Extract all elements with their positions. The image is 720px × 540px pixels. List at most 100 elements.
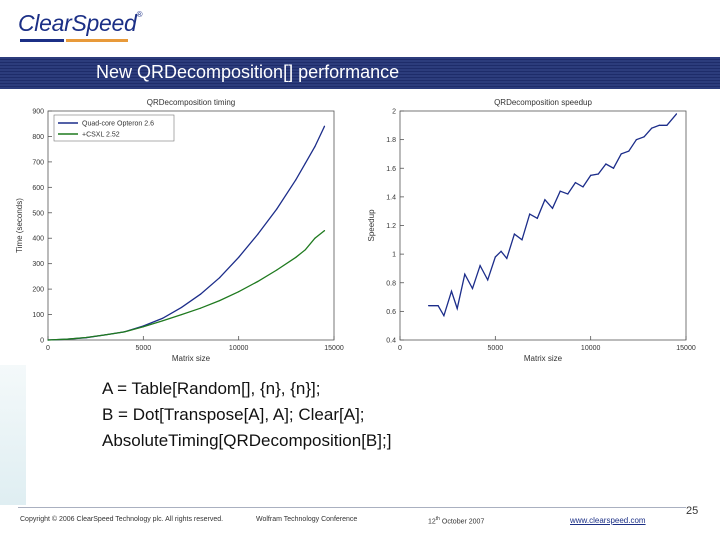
code-line: AbsoluteTiming[QRDecomposition[B];] <box>102 431 392 450</box>
data-point <box>238 256 240 258</box>
data-point <box>513 233 516 235</box>
data-point <box>582 186 584 188</box>
data-point <box>479 264 481 267</box>
code-line: A = Table[Random[], {n}, {n}]; <box>102 379 321 398</box>
data-point <box>574 181 577 184</box>
data-point <box>295 179 297 181</box>
data-point <box>506 257 508 260</box>
data-point <box>142 326 144 328</box>
data-point <box>161 320 163 322</box>
data-point <box>443 315 445 317</box>
data-point <box>304 162 306 164</box>
data-point <box>597 173 599 175</box>
series-line <box>47 230 325 341</box>
chart-title: QRDecomposition timing <box>147 98 235 107</box>
date-suffix: th <box>435 516 440 522</box>
plot-frame <box>399 110 687 341</box>
y-tick-label: 0 <box>40 338 44 345</box>
x-tick-label: 0 <box>398 345 402 352</box>
y-tick-label: 500 <box>32 210 44 217</box>
data-point <box>559 190 561 192</box>
data-point <box>464 273 466 275</box>
plot-frame <box>47 110 335 341</box>
decorative-side-gradient <box>0 365 26 505</box>
slide-title: New QRDecomposition[] performance <box>96 62 400 82</box>
data-point <box>180 306 183 309</box>
footer-url-link[interactable]: www.clearspeed.com <box>570 516 646 525</box>
y-axis-label: Time (seconds) <box>15 198 24 253</box>
data-point <box>104 334 106 336</box>
logo-underline-orange <box>66 39 128 42</box>
footer-divider <box>18 507 686 508</box>
timing-chart: QRDecomposition timing 0 5000 10000 15000 0 10… <box>15 98 344 363</box>
x-tick-label: 0 <box>46 345 50 352</box>
registered-mark: ® <box>136 10 143 19</box>
data-point <box>428 305 430 307</box>
y-tick-label: 1 <box>392 252 396 259</box>
y-tick-label: 100 <box>32 312 44 319</box>
speedup-chart: QRDecomposition speedup 0 5000 10000 15000 0.… <box>367 98 696 363</box>
legend-label: Quad-core Opteron 2.6 <box>82 121 154 128</box>
data-point <box>276 269 278 271</box>
y-tick-label: 900 <box>32 109 44 116</box>
logo-text: ClearSpeed® <box>18 10 142 37</box>
data-point <box>238 291 240 293</box>
y-tick-label: 400 <box>32 236 44 243</box>
data-point <box>521 239 523 241</box>
data-point <box>500 250 502 252</box>
data-point <box>605 163 607 165</box>
data-point <box>450 290 453 292</box>
data-point <box>536 217 538 219</box>
x-tick-label: 15000 <box>324 345 344 352</box>
data-point <box>471 287 474 290</box>
data-point <box>257 280 259 283</box>
data-point <box>161 317 163 319</box>
data-point <box>487 279 489 281</box>
y-tick-label: 1.4 <box>386 194 396 201</box>
x-tick-label: 5000 <box>488 345 504 352</box>
footer-conference: Wolfram Technology Conference <box>256 516 358 523</box>
data-point <box>658 124 660 126</box>
data-point <box>628 150 630 152</box>
data-point <box>180 313 183 316</box>
footer-date: 12th October 2007 <box>428 516 484 525</box>
data-point <box>219 299 221 302</box>
data-point <box>276 208 278 210</box>
y-tick-label: 1.2 <box>386 223 396 230</box>
y-tick-label: 800 <box>32 134 44 141</box>
data-point <box>85 336 87 339</box>
data-point <box>123 331 125 333</box>
legend-box <box>53 114 175 142</box>
data-point <box>199 293 202 295</box>
date-rest: October 2007 <box>439 518 485 526</box>
legend-label: +CSXL 2.52 <box>82 132 120 139</box>
data-point <box>590 174 592 177</box>
x-tick-label: 10000 <box>581 345 601 352</box>
data-point <box>323 125 326 127</box>
data-point <box>66 338 68 340</box>
y-tick-label: 2 <box>392 109 396 116</box>
y-tick-label: 0.6 <box>386 309 396 316</box>
data-point <box>643 136 645 138</box>
data-point <box>620 153 622 155</box>
data-point <box>666 124 668 126</box>
data-point <box>323 229 326 232</box>
y-tick-label: 700 <box>32 159 44 166</box>
y-tick-label: 0.8 <box>386 280 396 287</box>
data-point <box>314 237 316 239</box>
y-tick-label: 200 <box>32 287 44 294</box>
logo-wordmark: ClearSpeed <box>18 10 137 36</box>
data-point <box>437 305 439 307</box>
data-point <box>551 207 554 209</box>
y-tick-label: 300 <box>32 261 44 268</box>
page-number: 25 <box>686 505 699 517</box>
x-tick-label: 5000 <box>136 345 152 352</box>
y-tick-label: 1.6 <box>386 166 396 173</box>
data-point <box>47 339 49 341</box>
data-point <box>567 193 569 195</box>
data-point <box>314 146 316 148</box>
chart-title: QRDecomposition speedup <box>494 98 592 107</box>
data-point <box>257 233 259 236</box>
x-axis-label: Matrix size <box>524 354 563 363</box>
